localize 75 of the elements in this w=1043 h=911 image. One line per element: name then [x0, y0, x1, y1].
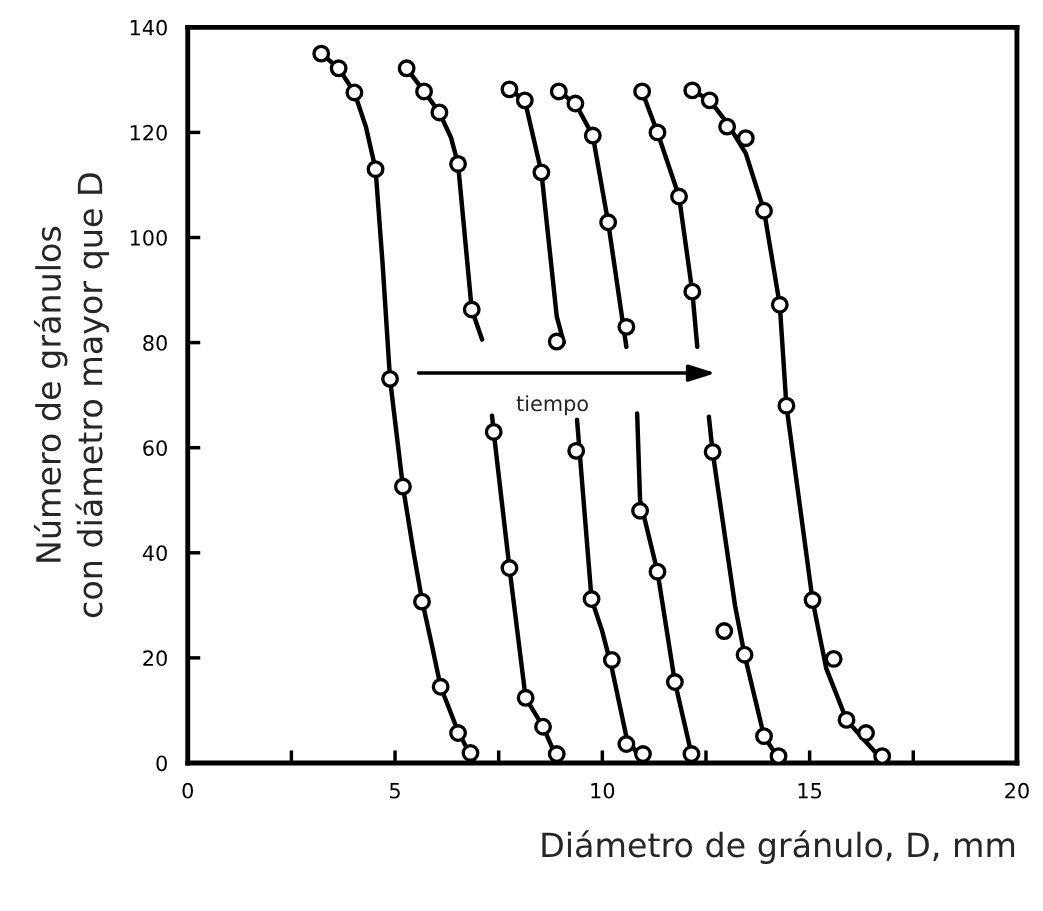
point [682, 745, 701, 763]
x-tick-label: 15 [798, 783, 822, 799]
point [755, 201, 773, 220]
y-tick-label: 100 [130, 229, 167, 246]
point [413, 592, 431, 611]
point [449, 724, 468, 742]
x-tick-label: 10 [591, 782, 615, 799]
point [648, 562, 667, 581]
point [449, 154, 468, 173]
point [803, 591, 822, 610]
y-tick-label: 0 [156, 755, 167, 772]
point [329, 59, 348, 78]
point [857, 724, 875, 742]
point [736, 129, 755, 148]
annotation: tiempo [516, 395, 588, 416]
point [462, 300, 481, 319]
point [566, 94, 585, 113]
point [583, 126, 602, 145]
point [824, 649, 843, 668]
point [633, 82, 652, 101]
y-axis-title: Número de gránulos con diámetro mayor que D [33, 173, 110, 618]
x-axis-title: Diámetro de gránulo, D, mm [542, 830, 1015, 864]
point [631, 501, 650, 520]
point [837, 710, 856, 729]
point [430, 103, 449, 122]
point [755, 727, 773, 746]
y-tick-label: 20 [143, 650, 167, 667]
point [366, 160, 385, 179]
point [700, 91, 719, 110]
point [567, 441, 586, 460]
point [500, 559, 519, 577]
point [634, 745, 652, 763]
point [397, 59, 416, 78]
y-tick-label: 140 [130, 19, 167, 36]
point [431, 677, 450, 696]
point [415, 82, 434, 101]
point [549, 82, 568, 101]
point [670, 187, 688, 206]
point [602, 651, 621, 669]
point [715, 622, 734, 641]
point [312, 44, 331, 63]
y-tick-label: 120 [130, 124, 167, 141]
point [515, 91, 534, 110]
point [516, 688, 535, 707]
y-tick-label: 80 [143, 335, 167, 351]
point [484, 422, 503, 441]
point [683, 81, 702, 100]
x-tick-label: 5 [390, 783, 400, 799]
point [547, 745, 566, 763]
point [532, 163, 551, 182]
point [599, 213, 618, 232]
point [461, 744, 480, 762]
x-tick-label: 20 [1005, 782, 1029, 799]
y-tick-label: 40 [142, 545, 167, 561]
point [873, 747, 892, 763]
point [683, 282, 702, 301]
point [534, 717, 552, 736]
point [345, 83, 364, 102]
point [735, 645, 754, 664]
point [703, 442, 722, 461]
x-tick-label: 0 [182, 782, 193, 799]
point [718, 117, 737, 136]
point [381, 369, 400, 388]
point [547, 332, 566, 351]
point [500, 80, 519, 99]
point [770, 295, 789, 314]
point [769, 747, 788, 763]
point [617, 317, 636, 336]
point [665, 673, 684, 691]
point [648, 123, 667, 142]
point [582, 590, 601, 608]
y-tick-label: 60 [143, 440, 167, 456]
point [393, 477, 412, 496]
point [777, 396, 796, 415]
point [617, 735, 636, 753]
